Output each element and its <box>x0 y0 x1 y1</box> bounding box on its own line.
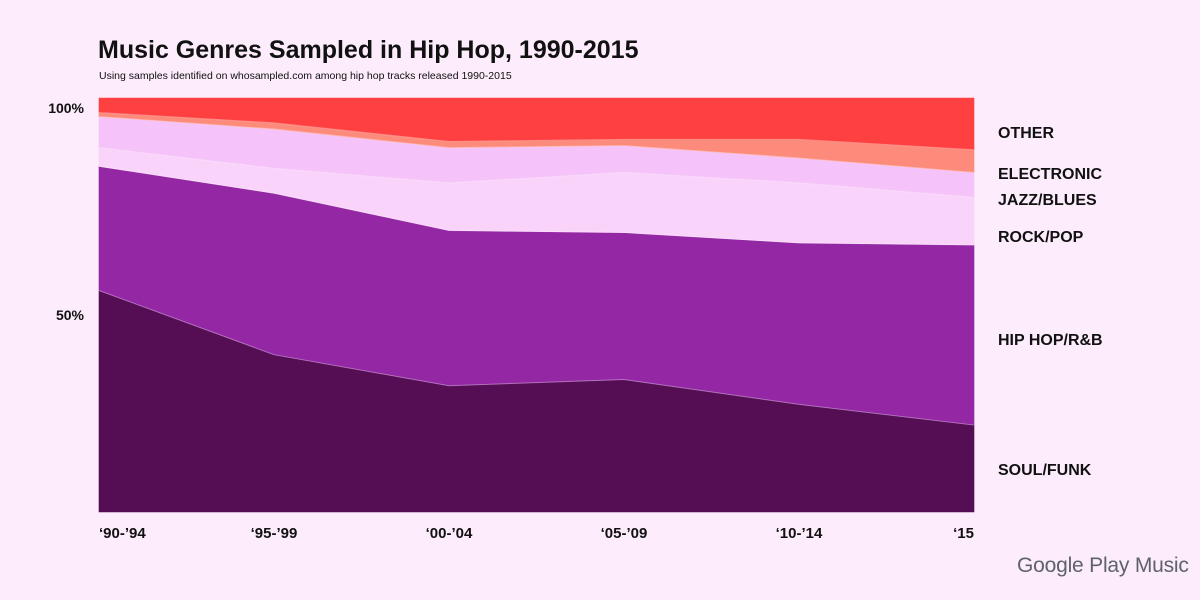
y-tick-label: 50% <box>56 307 85 323</box>
x-tick-label: ‘90-’94 <box>99 525 146 542</box>
x-tick-label: ‘95-’99 <box>251 525 298 542</box>
area-other <box>98 97 975 151</box>
chart-subtitle: Using samples identified on whosampled.c… <box>99 70 512 82</box>
y-tick-label: 100% <box>48 100 84 116</box>
x-tick-label: ‘15 <box>953 525 974 542</box>
legend: SOUL/FUNK HIP HOP/R&B ROCK/POP JAZZ/BLUES EL… <box>998 125 1103 479</box>
legend-jazz-blues: JAZZ/BLUES <box>998 192 1097 209</box>
layer-boundary <box>98 290 975 426</box>
legend-soul-funk: SOUL/FUNK <box>998 462 1092 479</box>
area-layers <box>98 97 975 513</box>
layer-boundary <box>98 165 975 246</box>
layer-boundary <box>98 116 975 174</box>
google-play-music-logo: Google Play Music <box>1017 554 1189 577</box>
layer-boundary <box>98 111 975 151</box>
legend-electronic: ELECTRONIC <box>998 166 1102 183</box>
y-axis-labels: 50% 100% <box>48 100 84 323</box>
layer-boundary <box>98 147 975 198</box>
legend-rock-pop: ROCK/POP <box>998 229 1084 246</box>
x-tick-label: ‘00-’04 <box>426 525 473 542</box>
x-tick-label: ‘10-’14 <box>776 525 823 542</box>
legend-hip-hop-r-b: HIP HOP/R&B <box>998 332 1103 349</box>
legend-other: OTHER <box>998 125 1054 142</box>
x-axis-labels: ‘90-’94 ‘95-’99 ‘00-’04 ‘05-’09 ‘10-’14 ‘15 <box>99 525 974 542</box>
chart-title: Music Genres Sampled in Hip Hop, 1990-20… <box>98 36 639 64</box>
x-tick-label: ‘05-’09 <box>601 525 648 542</box>
